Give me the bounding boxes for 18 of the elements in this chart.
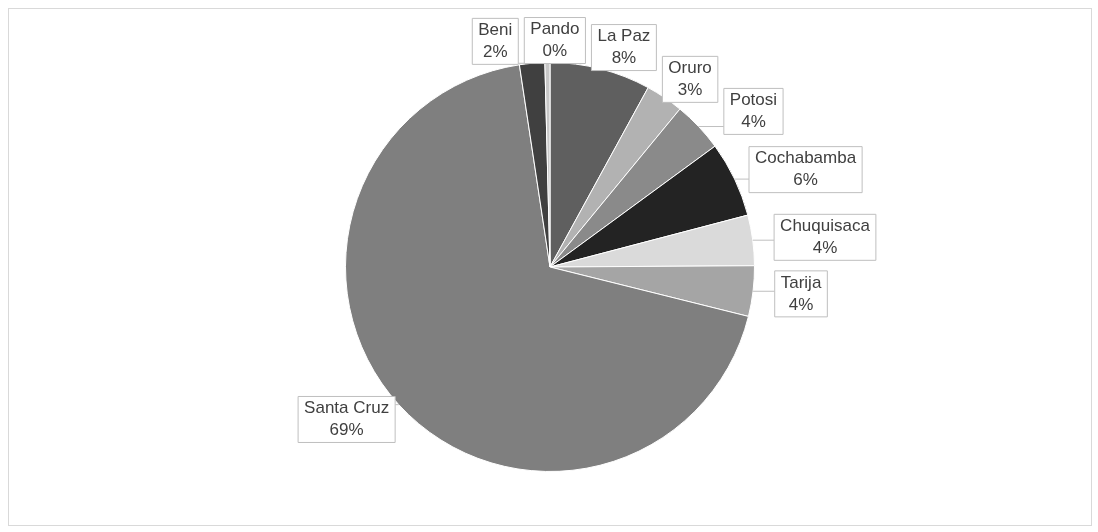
data-label: 4% [788, 294, 814, 314]
data-label: 4% [812, 238, 838, 258]
slice-label: Oruro [668, 58, 712, 78]
slice-label: Chuquisaca [780, 216, 871, 236]
slice-label: La Paz [597, 26, 651, 46]
data-label: 4% [741, 112, 766, 132]
slice-label: Potosi [729, 90, 778, 110]
slice-label: Pando [530, 19, 580, 39]
data-label: 6% [793, 170, 818, 190]
slice-label: Santa Cruz [304, 398, 390, 418]
slice-label: Beni [478, 20, 513, 40]
data-label: 69% [329, 420, 364, 440]
data-label: 0% [542, 41, 568, 61]
slice-label: Tarija [780, 272, 822, 292]
data-label: 3% [677, 80, 703, 100]
data-label: 8% [611, 48, 637, 68]
slice-label: Cochabamba [755, 148, 857, 168]
data-label: 2% [482, 42, 508, 62]
